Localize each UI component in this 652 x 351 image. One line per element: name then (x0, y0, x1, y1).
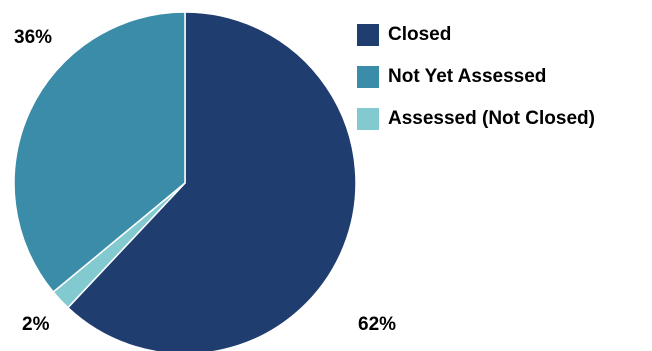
legend-label-assessed-not-closed: Assessed (Not Closed) (388, 108, 595, 129)
legend: Closed Not Yet Assessed Assessed (Not Cl… (357, 22, 595, 148)
legend-swatch-not-yet-assessed (357, 66, 379, 88)
legend-item-assessed-not-closed: Assessed (Not Closed) (357, 106, 595, 132)
slice-label-not-yet-assessed: 36% (14, 27, 53, 48)
legend-item-closed: Closed (357, 22, 595, 48)
slice-label-assessed-not-closed: 2% (22, 314, 50, 335)
pie-slice-not-yet-assessed (13, 11, 186, 294)
legend-label-not-yet-assessed: Not Yet Assessed (388, 66, 547, 87)
legend-swatch-closed (357, 24, 379, 46)
legend-item-not-yet-assessed: Not Yet Assessed (357, 64, 595, 90)
legend-swatch-assessed-not-closed (357, 108, 379, 130)
slice-label-closed: 62% (358, 314, 397, 335)
legend-label-closed: Closed (388, 24, 452, 45)
